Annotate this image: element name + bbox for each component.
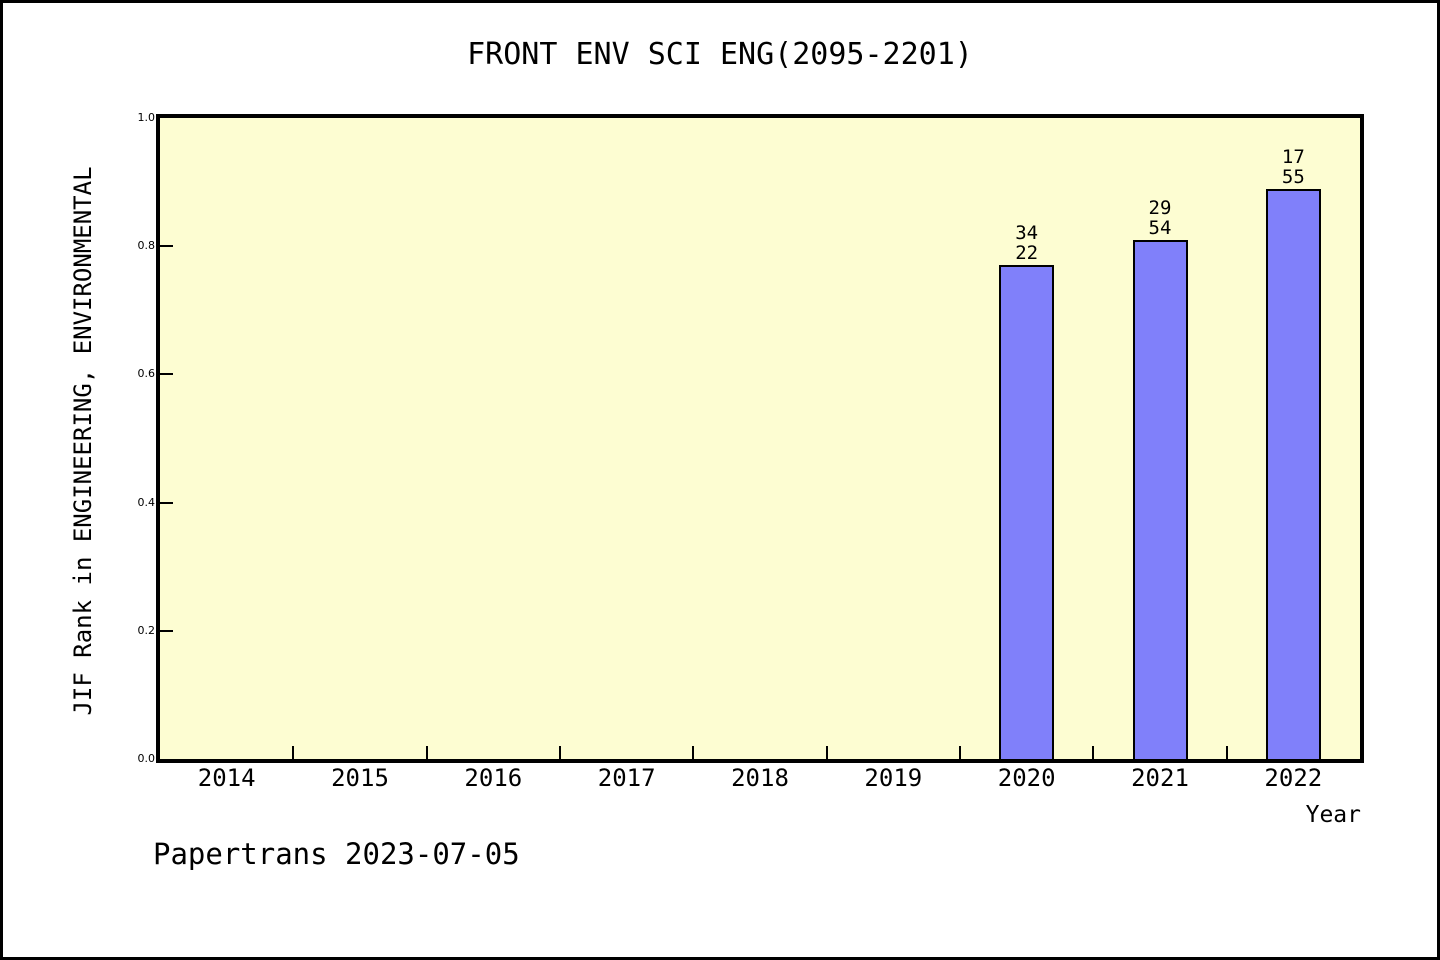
- y-tick-mark: [160, 629, 173, 632]
- source-note: Papertrans 2023-07-05: [153, 837, 520, 871]
- x-tick-mark: [1092, 746, 1095, 759]
- bar-2022: [1265, 188, 1321, 759]
- x-tick-label: 2016: [464, 764, 523, 792]
- y-tick-label: 0.6: [137, 367, 156, 381]
- x-tick-label: 2020: [997, 764, 1056, 792]
- x-tick-mark: [825, 746, 828, 759]
- y-tick-label: 0.2: [137, 623, 156, 637]
- bar-2021: [1132, 239, 1188, 759]
- x-tick-mark: [292, 746, 295, 759]
- x-tick-label: 2019: [864, 764, 923, 792]
- x-tick-mark: [692, 746, 695, 759]
- y-tick-label: 0.0: [137, 752, 156, 765]
- y-tick-mark: [160, 245, 173, 248]
- y-axis-label: JIF Rank in ENGINEERING, ENVIRONMENTAL: [69, 166, 97, 716]
- x-tick-label: 2017: [597, 764, 656, 792]
- x-tick-mark: [559, 746, 561, 759]
- x-tick-label: 2018: [731, 764, 789, 792]
- y-tick-label: 1.0: [137, 111, 156, 124]
- x-tick-mark: [959, 746, 961, 759]
- x-axis-label: Year: [1305, 802, 1361, 828]
- y-tick-mark: [160, 373, 173, 376]
- bar-value-label: 29 54: [1148, 196, 1172, 239]
- x-tick-mark: [425, 746, 428, 759]
- plot-area: 34 22 29 54 17 55: [156, 114, 1364, 763]
- bar-value-label: 17 55: [1281, 145, 1305, 188]
- chart-title: FRONT ENV SCI ENG(2095-2201): [467, 37, 973, 72]
- x-tick-label: 2021: [1131, 764, 1189, 792]
- x-tick-label: 2015: [331, 764, 389, 792]
- y-tick-label: 0.8: [137, 239, 156, 253]
- bar-2020: [999, 265, 1055, 759]
- x-tick-label: 2022: [1264, 764, 1323, 792]
- x-tick-mark: [1225, 746, 1228, 759]
- bar-value-label: 34 22: [1015, 222, 1039, 265]
- y-tick-mark: [160, 501, 173, 504]
- y-tick-label: 0.4: [137, 495, 156, 509]
- x-tick-label: 2014: [197, 764, 256, 792]
